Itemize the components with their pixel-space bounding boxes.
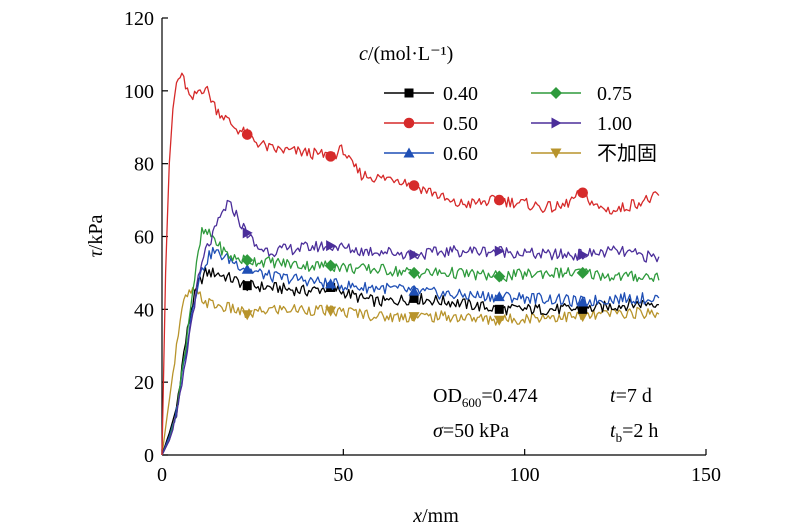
annotation-od600: OD600=0.474 [433,385,538,410]
series-0 [161,267,659,456]
series-3 [161,226,660,456]
legend-item-4: 1.00 [531,113,632,135]
legend-label: 1.00 [597,113,632,135]
marker-triangle-up [325,278,337,289]
marker-diamond [493,270,506,283]
legend-label: 0.60 [443,143,478,165]
plot-area [161,72,660,456]
marker-diamond [576,266,589,279]
legend-item-5: 不加固 [531,142,657,165]
y-tick-label: 120 [124,8,154,30]
y-tick-label: 100 [124,81,154,103]
marker-circle [403,117,415,129]
marker-diamond [408,266,421,279]
marker-triangle-right [409,249,420,261]
y-axis-label: τ/kPa [85,215,107,258]
marker-triangle-right [242,227,253,239]
marker-circle [325,151,336,162]
marker-square [404,88,414,98]
x-tick-label: 50 [333,464,353,486]
marker-triangle-up [403,147,415,158]
y-tick-label: 80 [134,154,154,176]
marker-triangle-up [408,285,420,296]
series-5 [161,286,660,456]
legend-item-0: 0.40 [384,83,478,105]
y-tick-label: 40 [134,299,154,321]
marker-triangle-right [326,240,337,252]
marker-diamond [550,87,562,99]
marker-triangle-down [550,148,562,159]
legend-item-2: 0.60 [384,143,478,165]
annotation-sigma: σ=50 kPa [433,420,509,442]
marker-triangle-right [494,245,505,257]
marker-triangle-up [577,296,589,307]
marker-square [242,281,252,291]
legend: c/(mol·L⁻¹) 0.40 0.50 0.60 0.75 1.00 不加固 [359,43,657,165]
marker-diamond [241,254,254,267]
marker-triangle-down [577,312,589,323]
series-line [161,199,660,456]
marker-triangle-down [493,315,505,326]
legend-label: 0.75 [597,83,632,105]
x-tick-label: 150 [691,464,721,486]
legend-item-3: 0.75 [531,83,632,105]
x-tick-label: 100 [510,464,540,486]
y-tick-label: 0 [144,445,154,467]
marker-circle [577,187,588,199]
legend-title: c/(mol·L⁻¹) [359,43,453,65]
marker-square [494,304,504,314]
marker-triangle-down [325,306,337,317]
series-2 [161,246,660,456]
marker-triangle-up [493,291,505,302]
annotations: OD600=0.474 t=7 d σ=50 kPa tb=2 h [433,385,658,445]
series-line [161,246,660,456]
y-tick-label: 60 [134,227,154,249]
series-4 [161,199,660,456]
legend-label: 0.40 [443,83,478,105]
marker-triangle-down [241,310,253,321]
annotation-time: t=7 d [610,385,652,407]
marker-triangle-down [408,312,420,323]
marker-square [409,293,419,303]
x-axis-label: x/mm [412,505,459,527]
marker-triangle-right [578,249,589,261]
legend-label: 0.50 [443,113,478,135]
y-tick-label: 20 [134,372,154,394]
marker-square [578,304,588,314]
marker-diamond [324,259,337,272]
marker-triangle-right [551,117,562,129]
series-1 [161,72,660,456]
marker-circle [493,194,505,206]
legend-item-1: 0.50 [384,113,478,135]
marker-circle [408,180,420,191]
x-tick-label: 0 [157,464,167,486]
marker-circle [241,129,253,140]
axes: 0 50 100 150 0 20 40 60 80 100 120 [124,8,721,486]
marker-triangle-up [241,263,253,274]
legend-label: 不加固 [597,142,657,165]
annotation-tb: tb=2 h [610,420,658,445]
